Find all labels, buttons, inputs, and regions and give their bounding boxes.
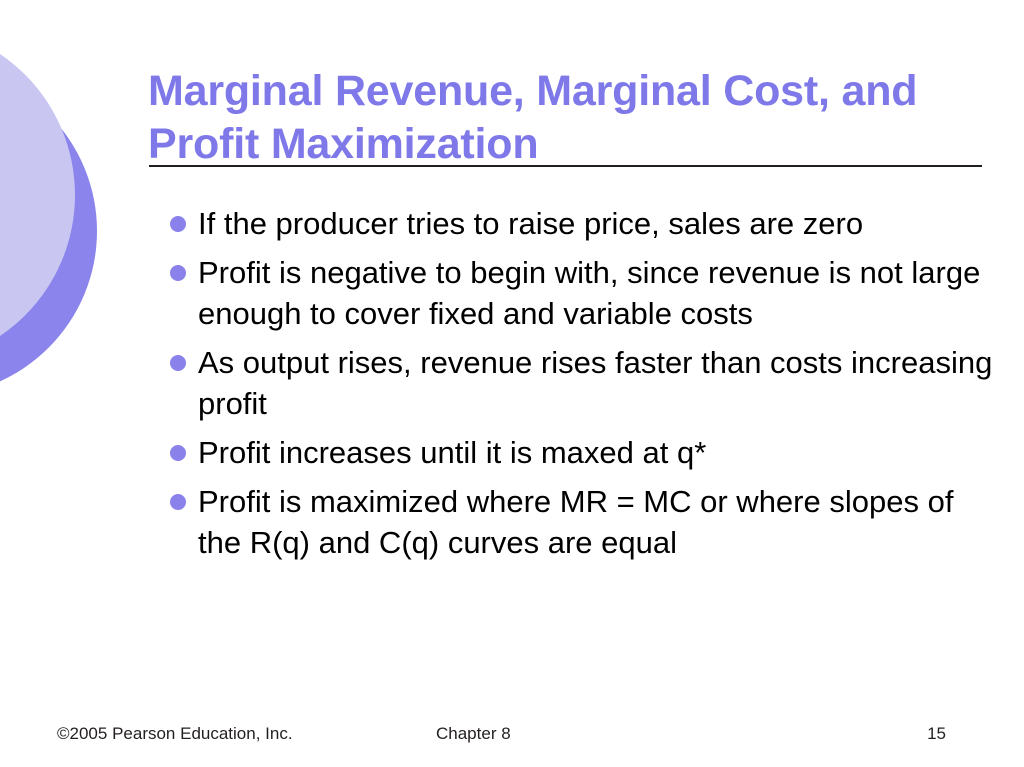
- list-item-label: As output rises, revenue rises faster th…: [198, 345, 993, 421]
- bullet-dot-icon: [170, 445, 186, 461]
- list-item: Profit increases until it is maxed at q*: [166, 432, 996, 473]
- bullet-list: If the producer tries to raise price, sa…: [166, 203, 996, 563]
- slide-footer: ©2005 Pearson Education, Inc. Chapter 8 …: [0, 722, 1024, 752]
- list-item: As output rises, revenue rises faster th…: [166, 342, 996, 424]
- list-item-label: If the producer tries to raise price, sa…: [198, 206, 864, 241]
- decorative-circle-dark: [0, 66, 97, 396]
- list-item-label: Profit is maximized where MR = MC or whe…: [198, 484, 954, 560]
- title-divider: [149, 165, 982, 167]
- bullet-dot-icon: [170, 494, 186, 510]
- list-item-label: Profit is negative to begin with, since …: [198, 255, 981, 331]
- bullet-dot-icon: [170, 216, 186, 232]
- footer-copyright: ©2005 Pearson Education, Inc.: [57, 724, 293, 743]
- footer-page-number: 15: [927, 724, 946, 743]
- list-item: Profit is negative to begin with, since …: [166, 252, 996, 334]
- bullet-dot-icon: [170, 355, 186, 371]
- decorative-circle-light: [0, 25, 75, 365]
- list-item-label: Profit increases until it is maxed at q*: [198, 435, 707, 470]
- bullet-dot-icon: [170, 265, 186, 281]
- slide-title: Marginal Revenue, Marginal Cost, and Pro…: [148, 66, 918, 168]
- list-item: If the producer tries to raise price, sa…: [166, 203, 996, 244]
- list-item: Profit is maximized where MR = MC or whe…: [166, 481, 996, 563]
- footer-chapter-label: Chapter 8: [436, 724, 511, 743]
